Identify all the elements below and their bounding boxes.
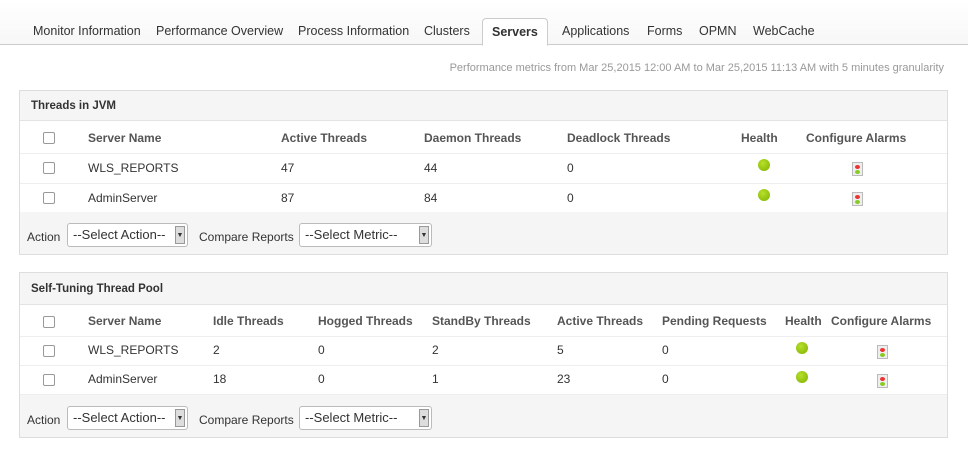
configure-alarm-icon[interactable]: [852, 192, 863, 206]
tab-opmn[interactable]: OPMN: [699, 24, 737, 38]
metric-value: 23: [557, 372, 571, 386]
server-name: AdminServer: [88, 372, 158, 386]
column-header: Server Name: [88, 131, 162, 145]
metric-value: 0: [662, 343, 669, 357]
threads-in-jvm-panel: Threads in JVM Server Name Active Threads D…: [19, 90, 948, 255]
metric-value: 2: [213, 343, 220, 357]
table-row: WLS_REPORTS 2 0 2 5 0: [20, 337, 947, 366]
compare-reports-label: Compare Reports: [199, 230, 294, 244]
health-ok-icon: [758, 159, 770, 171]
column-header: StandBy Threads: [432, 314, 531, 328]
self-tuning-thread-pool-panel: Self-Tuning Thread Pool Server Name Idle T…: [19, 272, 948, 438]
tab-servers[interactable]: Servers: [482, 18, 548, 46]
tab-bar: Monitor Information Performance Overview P…: [0, 0, 968, 46]
metric-value: 1: [432, 372, 439, 386]
tab-clusters[interactable]: Clusters: [424, 24, 470, 38]
action-select[interactable]: --Select Action-- ▼: [67, 223, 188, 247]
column-header-health: Health: [785, 314, 822, 328]
metric-value: 0: [567, 161, 574, 175]
column-header: Idle Threads: [213, 314, 284, 328]
column-header: Deadlock Threads: [567, 131, 671, 145]
health-ok-icon: [758, 189, 770, 201]
server-name: AdminServer: [88, 191, 158, 205]
tab-applications[interactable]: Applications: [562, 24, 630, 38]
row-checkbox[interactable]: [43, 162, 55, 174]
table-header-row: Server Name Active Threads Daemon Threads D…: [20, 124, 947, 154]
configure-alarm-icon[interactable]: [877, 345, 888, 359]
column-header: Hogged Threads: [318, 314, 413, 328]
metrics-range-note: Performance metrics from Mar 25,2015 12:…: [449, 62, 944, 74]
column-header: Pending Requests: [662, 314, 767, 328]
configure-alarm-icon[interactable]: [852, 162, 863, 176]
configure-alarm-icon[interactable]: [877, 374, 888, 388]
action-select-value: --Select Action--: [73, 410, 166, 425]
row-checkbox[interactable]: [43, 344, 55, 357]
server-name: WLS_REPORTS: [88, 343, 179, 357]
select-all-checkbox[interactable]: [43, 132, 55, 144]
compare-metric-select[interactable]: --Select Metric-- ▼: [299, 223, 432, 247]
metric-value: 47: [281, 161, 295, 175]
metric-value: 0: [318, 343, 325, 357]
chevron-down-icon: ▼: [419, 409, 429, 427]
metric-value: 5: [557, 343, 564, 357]
tab-process-information[interactable]: Process Information: [298, 24, 410, 38]
health-ok-icon: [796, 342, 808, 354]
chevron-down-icon: ▼: [175, 226, 185, 244]
column-header: Daemon Threads: [424, 131, 522, 145]
column-header-configure-alarms: Configure Alarms: [831, 314, 932, 328]
panel-title: Threads in JVM: [20, 91, 947, 121]
table-header-row: Server Name Idle Threads Hogged Threads Sta…: [20, 308, 947, 337]
column-header-configure-alarms: Configure Alarms: [806, 131, 907, 145]
column-header: Active Threads: [557, 314, 644, 328]
table-footer-actions: Action --Select Action-- ▼ Compare Reports -…: [20, 212, 947, 254]
action-label: Action: [27, 230, 61, 244]
action-label: Action: [27, 413, 61, 427]
compare-metric-select-value: --Select Metric--: [305, 410, 398, 425]
metric-value: 0: [318, 372, 325, 386]
server-name: WLS_REPORTS: [88, 161, 179, 175]
table-footer-actions: Action --Select Action-- ▼ Compare Reports -…: [20, 395, 947, 437]
metric-value: 2: [432, 343, 439, 357]
column-header: Active Threads: [281, 131, 368, 145]
column-header-health: Health: [741, 131, 778, 145]
tab-forms[interactable]: Forms: [647, 24, 683, 38]
table-row: AdminServer 87 84 0: [20, 184, 947, 214]
metric-value: 44: [424, 161, 438, 175]
action-select-value: --Select Action--: [73, 227, 166, 242]
metric-value: 18: [213, 372, 227, 386]
tab-monitor-information[interactable]: Monitor Information: [33, 24, 141, 38]
compare-metric-select[interactable]: --Select Metric-- ▼: [299, 406, 432, 430]
table-row: WLS_REPORTS 47 44 0: [20, 154, 947, 184]
column-header: Server Name: [88, 314, 162, 328]
chevron-down-icon: ▼: [419, 226, 429, 244]
table-row: AdminServer 18 0 1 23 0: [20, 366, 947, 395]
tab-performance-overview[interactable]: Performance Overview: [156, 24, 284, 38]
row-checkbox[interactable]: [43, 192, 55, 204]
metric-value: 0: [567, 191, 574, 205]
compare-metric-select-value: --Select Metric--: [305, 227, 398, 242]
chevron-down-icon: ▼: [175, 409, 185, 427]
compare-reports-label: Compare Reports: [199, 413, 294, 427]
metric-value: 84: [424, 191, 438, 205]
metric-value: 87: [281, 191, 295, 205]
health-ok-icon: [796, 371, 808, 383]
tab-webcache[interactable]: WebCache: [753, 24, 815, 38]
row-checkbox[interactable]: [43, 373, 55, 386]
metric-value: 0: [662, 372, 669, 386]
select-all-checkbox[interactable]: [43, 315, 55, 328]
action-select[interactable]: --Select Action-- ▼: [67, 406, 188, 430]
panel-title: Self-Tuning Thread Pool: [20, 273, 947, 305]
